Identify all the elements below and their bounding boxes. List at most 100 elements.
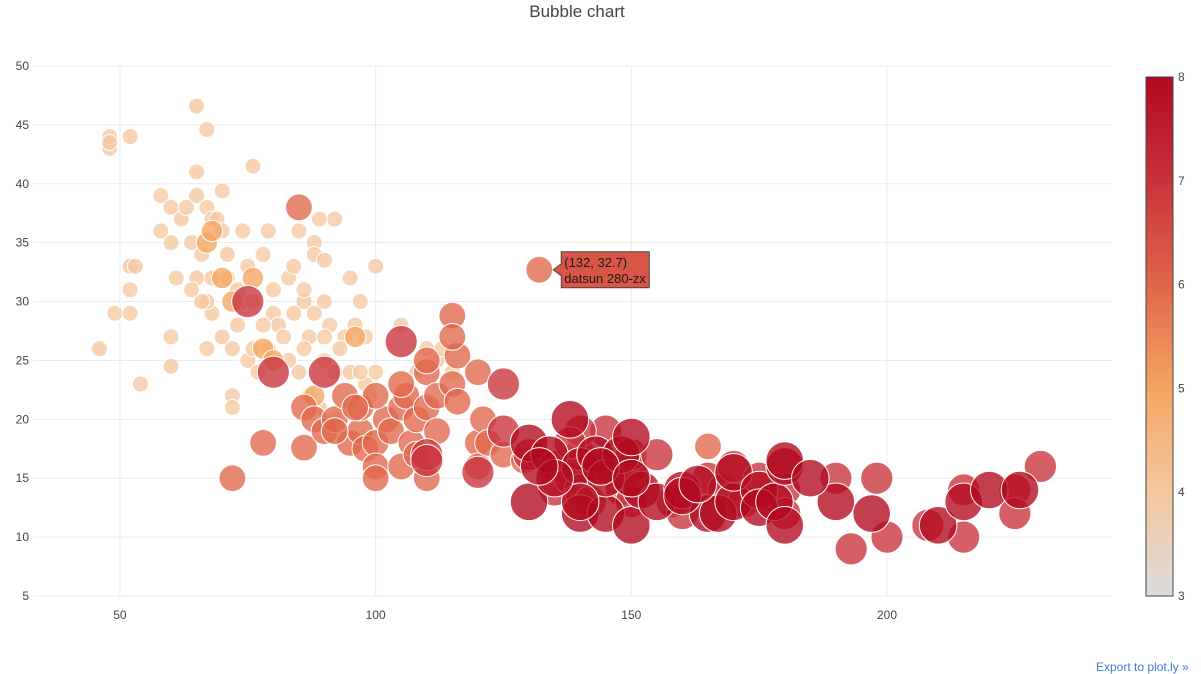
bubble-point[interactable] (152, 222, 170, 240)
bubble-point[interactable] (285, 257, 303, 275)
bubble-point[interactable] (290, 363, 308, 381)
bubble-point[interactable] (816, 482, 856, 522)
bubble-point[interactable] (285, 304, 303, 322)
bubble-point[interactable] (244, 157, 262, 175)
axes: 5 10 15 20 25 30 35 40 45 50 50 100 150 200 (16, 59, 898, 622)
bubble-point[interactable] (343, 325, 367, 349)
bubble-point[interactable] (387, 370, 416, 398)
bubble-point[interactable] (249, 428, 278, 457)
bubble-point[interactable] (90, 340, 108, 358)
bubble-point[interactable] (234, 222, 252, 240)
bubble-point[interactable] (213, 182, 231, 200)
bubble-point[interactable] (860, 461, 894, 495)
bubble-point[interactable] (1000, 470, 1040, 510)
bubble-point[interactable] (305, 304, 323, 322)
bubble-point[interactable] (612, 417, 651, 457)
bubble-point[interactable] (131, 375, 149, 393)
bubble-point[interactable] (486, 367, 521, 401)
bubble-point[interactable] (560, 482, 600, 522)
bubble-point[interactable] (463, 358, 492, 387)
bubble-point[interactable] (438, 322, 467, 351)
bubble-point[interactable] (852, 494, 891, 533)
bubble-point[interactable] (326, 210, 344, 228)
bubble-point[interactable] (177, 198, 195, 216)
bubble-point[interactable] (341, 269, 359, 287)
bubble-point[interactable] (384, 325, 418, 359)
bubble-point[interactable] (162, 234, 180, 252)
bubble-point[interactable] (331, 340, 349, 358)
bubble-point[interactable] (254, 245, 272, 263)
bubble-point[interactable] (834, 532, 868, 566)
bubble-point[interactable] (1023, 449, 1058, 484)
bubble-point[interactable] (106, 304, 124, 322)
bubble-point[interactable] (275, 328, 293, 346)
bubble-point[interactable] (264, 281, 282, 299)
bubble-point[interactable] (410, 443, 444, 478)
bubble-point[interactable] (211, 266, 234, 290)
y-tick-label: 50 (16, 59, 30, 73)
bubble-point[interactable] (126, 257, 144, 275)
bubble-point[interactable] (295, 281, 313, 299)
bubble-point[interactable] (162, 328, 180, 346)
bubble-point[interactable] (790, 458, 830, 498)
bubble-point[interactable] (918, 506, 958, 545)
bubble-point[interactable] (315, 328, 333, 346)
bubble-point[interactable] (193, 293, 211, 311)
bubble-point[interactable] (412, 346, 441, 375)
bubble-point[interactable] (361, 464, 390, 493)
bubble-point[interactable] (285, 193, 313, 222)
bubble-point[interactable] (213, 328, 231, 346)
bubble-point[interactable] (765, 506, 805, 545)
bubble-point[interactable] (509, 482, 549, 522)
bubble-point[interactable] (167, 269, 185, 287)
bubble-point[interactable] (640, 438, 674, 472)
bubble-point[interactable] (519, 447, 559, 486)
bubble-point[interactable] (295, 340, 313, 358)
bubble-point[interactable] (443, 387, 472, 416)
bubble-point[interactable] (218, 245, 236, 263)
bubble-point[interactable] (612, 458, 651, 498)
bubble-point[interactable] (259, 222, 277, 240)
bubble-point[interactable] (162, 357, 180, 375)
bubble-point[interactable] (525, 255, 554, 284)
bubble-point[interactable] (315, 251, 333, 269)
bubble-point[interactable] (290, 222, 308, 240)
colorbar: 3 4 5 6 7 8 (1145, 70, 1185, 603)
bubble-point[interactable] (367, 257, 385, 275)
bubble-point[interactable] (121, 281, 139, 299)
bubble-point[interactable] (310, 210, 328, 228)
bubble-point[interactable] (198, 340, 216, 358)
bubble-point[interactable] (223, 340, 241, 358)
bubble-point[interactable] (290, 433, 318, 462)
bubble-point[interactable] (351, 293, 369, 311)
bubble-point[interactable] (341, 393, 370, 422)
bubble-point[interactable] (461, 455, 495, 489)
bubble-point[interactable] (188, 97, 206, 115)
bubble-point[interactable] (231, 284, 265, 319)
bubble-point[interactable] (678, 464, 718, 504)
bubble-point[interactable] (254, 316, 272, 334)
bubble-point[interactable] (121, 304, 139, 322)
bubble-point[interactable] (320, 417, 349, 446)
bubble-point[interactable] (223, 399, 241, 417)
bubble-point[interactable] (550, 400, 590, 439)
bubble-point[interactable] (198, 121, 216, 139)
bubble-point[interactable] (218, 464, 247, 493)
bubble-point[interactable] (188, 187, 206, 205)
bubble-point[interactable] (200, 219, 224, 243)
bubble-point[interactable] (229, 316, 247, 334)
bubble-point[interactable] (256, 355, 290, 389)
y-tick-label: 10 (16, 530, 30, 544)
y-tick-label: 5 (22, 589, 29, 603)
bubble-point[interactable] (612, 506, 651, 545)
bubble-point[interactable] (101, 134, 119, 152)
bubble-point[interactable] (188, 163, 206, 181)
bubble-point[interactable] (152, 187, 170, 205)
bubble-point[interactable] (183, 281, 201, 299)
bubble-point[interactable] (694, 432, 722, 461)
export-link[interactable]: Export to plot.ly » (1096, 660, 1189, 674)
bubble-point[interactable] (307, 355, 342, 389)
bubble-point[interactable] (351, 363, 369, 381)
bubble-point[interactable] (315, 293, 333, 311)
bubble-point[interactable] (121, 128, 139, 146)
